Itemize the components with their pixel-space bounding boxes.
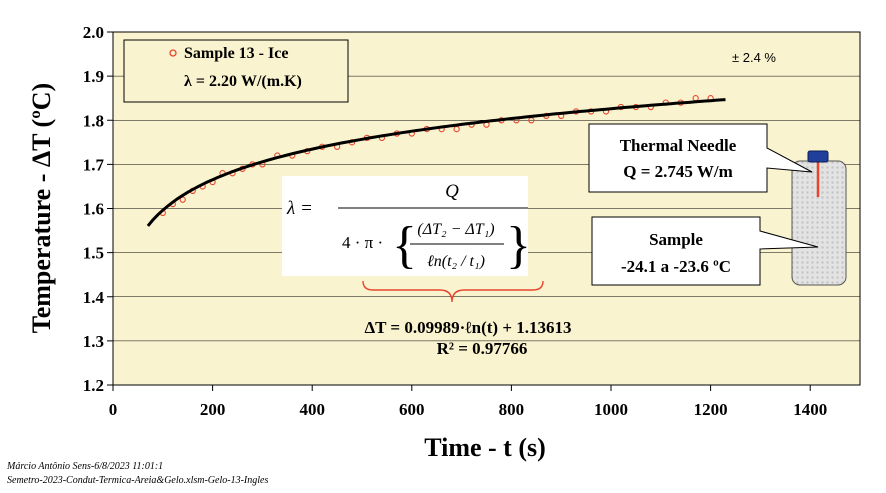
x-tick-label: 1000 [594,400,628,419]
y-tick-label: 1.3 [83,332,104,351]
callout-thermal-needle: Thermal Needle Q = 2.745 W/m [588,123,813,193]
x-tick-labels: 0 200 400 600 800 1000 1200 1400 [109,400,827,419]
y-tick-label: 1.8 [83,111,104,130]
uncertainty-label: ± 2.4 % [732,50,776,65]
legend-lambda: λ = 2.20 W/(m.K) [184,73,302,90]
fit-equation: ΔT = 0.09989·ℓn(t) + 1.13613 [364,318,571,337]
callout-sample-temp: -24.1 a -23.6 ºC [621,257,731,276]
callout-sample-title: Sample [649,230,703,249]
x-tick-label: 0 [109,400,118,419]
formula-numerator: Q [445,181,459,202]
y-tick-label: 1.2 [83,376,104,395]
x-tick-label: 200 [200,400,226,419]
x-tick-label: 1400 [793,400,827,419]
formula-lambda: λ = [286,198,313,219]
legend-box [123,39,349,103]
x-tick-label: 1200 [694,400,728,419]
legend-series-label: Sample 13 - Ice [184,45,288,62]
y-tick-label: 2.0 [83,23,104,42]
footer-author: Márcio Antônio Sens-6/8/2023 11:01:1 [6,461,163,472]
y-tick-label: 1.5 [83,244,104,263]
callout-needle-title: Thermal Needle [620,136,737,155]
legend: Sample 13 - Ice λ = 2.20 W/(m.K) [123,39,349,103]
x-tick-label: 400 [299,400,325,419]
underbrace [362,280,544,303]
formula-inner-numerator: (ΔT₂ − ΔT₁) [417,221,494,238]
lambda-formula: λ = Q 4 · π · { (ΔT₂ − ΔT₁) ℓn(t₂ / t₁) … [282,176,531,276]
formula-inner-denominator: ℓn(t₂ / t₁) [427,253,485,270]
formula-brace-right: } [506,217,531,274]
y-tick-label: 1.4 [83,288,105,307]
needle-cap-icon [807,150,829,163]
x-tick-label: 800 [499,400,525,419]
sample-container-illustration [791,150,847,286]
legend-marker [169,49,177,57]
y-tick-label: 1.9 [83,67,104,86]
footer-file: Semetro-2023-Condut-Termica-Areia&Gelo.x… [7,475,268,486]
x-tick-label: 600 [399,400,425,419]
y-tick-label: 1.6 [83,200,104,219]
callout-sample: Sample -24.1 a -23.6 ºC [591,216,819,286]
x-axis-title: Time - t (s) [424,433,546,462]
r-squared: R² = 0.97766 [437,339,528,358]
y-tick-labels: 1.2 1.3 1.4 1.5 1.6 1.7 1.8 1.9 2.0 [83,23,105,395]
formula-prefix: 4 · π · [342,233,383,252]
callout-needle-q: Q = 2.745 W/m [623,162,733,181]
y-axis-title: Temperature - ΔT (ºC) [27,83,56,333]
y-tick-label: 1.7 [83,155,105,174]
fit-curve [146,98,726,227]
formula-brace-left: { [392,217,417,274]
